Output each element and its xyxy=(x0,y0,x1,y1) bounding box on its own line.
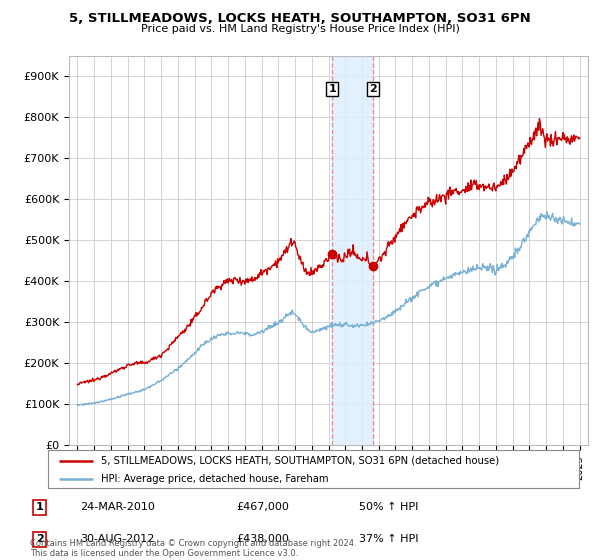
Text: £438,000: £438,000 xyxy=(236,534,289,544)
Text: £467,000: £467,000 xyxy=(236,502,289,512)
Bar xyxy=(332,56,373,445)
Text: Price paid vs. HM Land Registry's House Price Index (HPI): Price paid vs. HM Land Registry's House … xyxy=(140,24,460,34)
Text: 30-AUG-2012: 30-AUG-2012 xyxy=(80,534,154,544)
Text: Contains HM Land Registry data © Crown copyright and database right 2024.
This d: Contains HM Land Registry data © Crown c… xyxy=(30,539,356,558)
Text: 5, STILLMEADOWS, LOCKS HEATH, SOUTHAMPTON, SO31 6PN (detached house): 5, STILLMEADOWS, LOCKS HEATH, SOUTHAMPTO… xyxy=(101,456,499,466)
Text: HPI: Average price, detached house, Fareham: HPI: Average price, detached house, Fare… xyxy=(101,474,329,484)
Text: 2: 2 xyxy=(36,534,43,544)
Text: 1: 1 xyxy=(328,84,336,94)
Text: 24-MAR-2010: 24-MAR-2010 xyxy=(80,502,155,512)
Text: 2: 2 xyxy=(370,84,377,94)
Text: 37% ↑ HPI: 37% ↑ HPI xyxy=(359,534,418,544)
Text: 1: 1 xyxy=(36,502,43,512)
FancyBboxPatch shape xyxy=(48,450,579,488)
Text: 5, STILLMEADOWS, LOCKS HEATH, SOUTHAMPTON, SO31 6PN: 5, STILLMEADOWS, LOCKS HEATH, SOUTHAMPTO… xyxy=(69,12,531,25)
Text: 50% ↑ HPI: 50% ↑ HPI xyxy=(359,502,418,512)
